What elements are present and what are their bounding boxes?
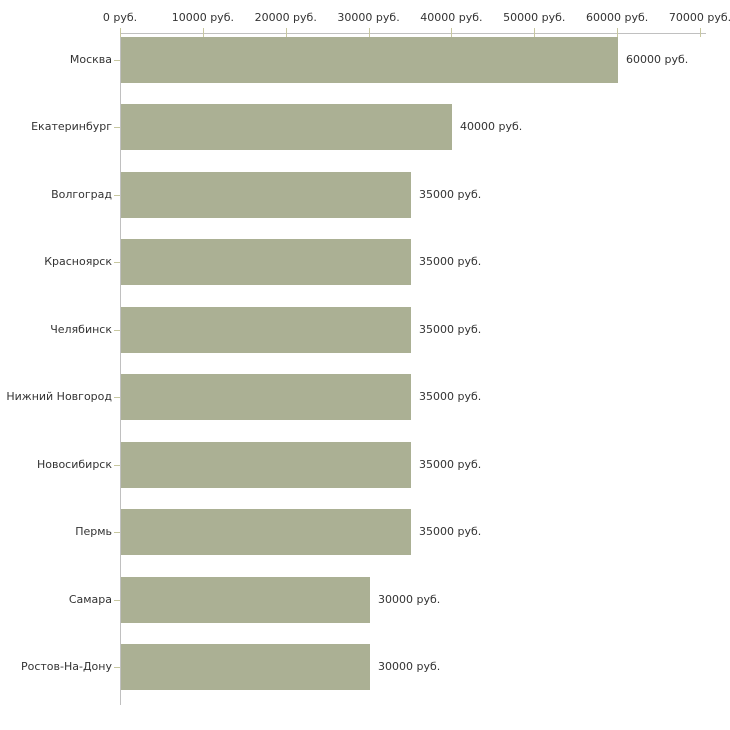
y-axis-tick-mark <box>114 127 120 128</box>
category-label: Пермь <box>75 525 112 538</box>
x-axis-tick-mark <box>700 28 701 37</box>
y-axis-tick-mark <box>114 599 120 601</box>
y-axis-tick-mark <box>114 194 120 196</box>
value-label: 40000 руб. <box>460 120 523 133</box>
value-label: 35000 руб. <box>419 457 482 471</box>
category-label: Нижний Новгород <box>6 390 112 403</box>
bar <box>121 374 411 420</box>
value-label: 35000 руб. <box>419 322 482 336</box>
x-axis-tick-mark <box>202 28 204 37</box>
y-axis-tick-mark <box>114 532 120 533</box>
x-axis-tick-mark <box>451 28 453 37</box>
x-axis-tick-mark <box>534 28 536 37</box>
x-axis-tick-label: 0 руб. <box>102 11 138 24</box>
x-axis-tick-mark <box>285 28 287 37</box>
x-axis-tick-label: 30000 руб. <box>337 11 400 24</box>
value-label: 35000 руб. <box>419 255 482 268</box>
category-label: Екатеринбург <box>31 120 112 133</box>
category-label: Новосибирск <box>36 457 112 471</box>
bar <box>121 104 452 150</box>
bar <box>121 306 411 353</box>
bar <box>121 171 411 218</box>
y-axis-tick-mark <box>114 262 120 263</box>
y-axis-tick-mark <box>114 464 120 466</box>
x-axis-tick-label: 70000 руб. <box>668 11 730 24</box>
x-axis-tick-label: 60000 руб. <box>586 11 649 24</box>
value-label: 30000 руб. <box>378 660 441 673</box>
value-label: 35000 руб. <box>419 525 482 538</box>
x-axis-tick-label: 40000 руб. <box>420 11 483 24</box>
value-label: 35000 руб. <box>419 187 482 201</box>
bar <box>121 441 411 488</box>
x-axis-line <box>120 33 706 34</box>
value-label: 30000 руб. <box>378 592 441 606</box>
x-axis-tick-mark <box>120 28 121 37</box>
category-label: Самара <box>68 592 112 606</box>
bar <box>121 644 370 690</box>
x-axis-tick-label: 20000 руб. <box>254 11 317 24</box>
y-axis-line <box>120 33 121 705</box>
x-axis-tick-label: 50000 руб. <box>503 11 566 24</box>
category-label: Челябинск <box>50 322 112 336</box>
category-label: Москва <box>69 52 112 66</box>
bar <box>121 509 411 555</box>
bar <box>121 239 411 285</box>
bar <box>121 36 618 83</box>
category-label: Красноярск <box>44 255 112 268</box>
x-axis-tick-label: 10000 руб. <box>171 11 234 24</box>
y-axis-tick-mark <box>114 59 120 61</box>
category-label: Волгоград <box>51 187 112 201</box>
x-axis-tick-mark <box>617 28 619 37</box>
y-axis-tick-mark <box>114 397 120 398</box>
y-axis-tick-mark <box>114 667 120 668</box>
value-label: 60000 руб. <box>626 52 689 66</box>
y-axis-tick-mark <box>114 329 120 331</box>
bar <box>121 576 370 623</box>
x-axis-tick-mark <box>368 28 370 37</box>
value-label: 35000 руб. <box>419 390 482 403</box>
category-label: Ростов-На-Дону <box>20 660 112 673</box>
